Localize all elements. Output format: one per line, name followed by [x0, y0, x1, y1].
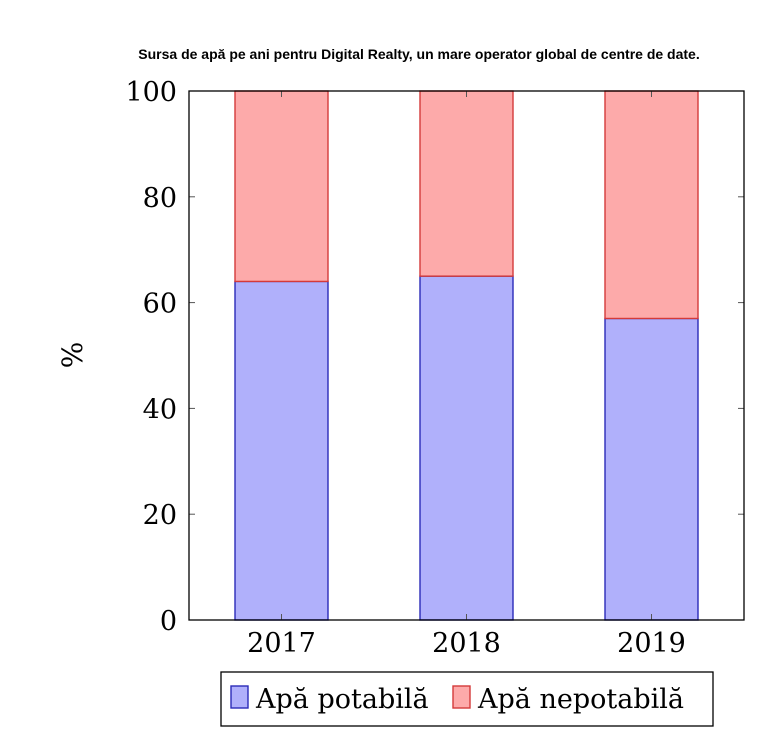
x-tick-label-2018: 2018 — [432, 628, 501, 659]
bar-potable-2019 — [604, 317, 699, 621]
legend-label-potable: Apă potabilă — [255, 684, 429, 715]
y-tick-label-0: 0 — [160, 606, 177, 637]
bar-nonpotable-2019 — [604, 90, 699, 320]
y-tick-label-20: 20 — [143, 500, 177, 531]
legend-label-nonpotable: Apă nepotabilă — [477, 684, 684, 715]
bar-potable-2017 — [234, 280, 329, 621]
x-tick-label-2019: 2019 — [617, 628, 686, 659]
y-tick-label-80: 80 — [143, 183, 177, 214]
y-axis-label: % — [56, 342, 89, 369]
plot-frame — [188, 90, 745, 621]
legend-swatch-potable — [230, 685, 249, 709]
bar-nonpotable-2018 — [419, 90, 514, 277]
y-tick-label-60: 60 — [143, 289, 177, 320]
y-tick-label-40: 40 — [143, 394, 177, 425]
legend-swatch-nonpotable — [452, 685, 471, 709]
chart-title: Sursa de apă pe ani pentru Digital Realt… — [138, 46, 700, 62]
x-tick-label-2017: 2017 — [247, 628, 316, 659]
bar-potable-2018 — [419, 275, 514, 621]
bar-nonpotable-2017 — [234, 90, 329, 283]
y-tick-label-100: 100 — [125, 77, 177, 108]
